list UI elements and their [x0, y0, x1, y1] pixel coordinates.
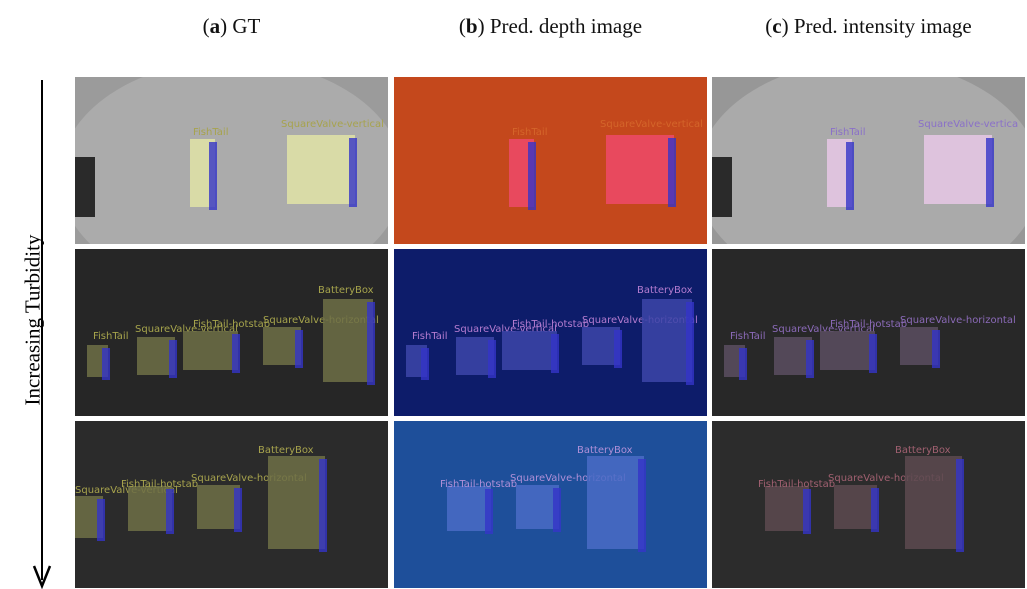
object-label: FishTail — [830, 127, 866, 138]
panel-image: FishTailSquareValve-verticalFishTail-hot… — [394, 249, 707, 416]
object-side — [209, 142, 217, 210]
object-side — [367, 302, 375, 385]
object-box — [587, 456, 644, 549]
object-side — [234, 488, 242, 532]
object-label: FishTail-hotstab — [830, 319, 907, 330]
object-side — [485, 489, 493, 534]
dark-mark — [75, 157, 95, 217]
object-side — [295, 330, 303, 368]
object-label: BatteryBox — [577, 445, 633, 456]
object-side — [232, 334, 240, 373]
object-side — [871, 488, 879, 532]
object-side — [169, 340, 177, 378]
object-box — [287, 135, 355, 204]
object-side — [102, 348, 110, 380]
object-side — [986, 138, 994, 207]
object-side — [846, 142, 854, 210]
figure: (a) GT (b) Pred. depth image (c) Pred. i… — [0, 0, 1027, 589]
object-box — [905, 456, 962, 549]
object-side — [806, 340, 814, 378]
object-box — [924, 135, 992, 204]
object-side — [614, 330, 622, 368]
object-side — [803, 489, 811, 534]
object-side — [319, 459, 327, 552]
object-box — [765, 486, 809, 531]
object-side — [551, 334, 559, 373]
object-label: SquareValve-vertica — [918, 119, 1018, 130]
panel-image: FishTailSquareValve-verticalFishTail-hot… — [75, 249, 388, 416]
object-side — [956, 459, 964, 552]
object-label: BatteryBox — [258, 445, 314, 456]
object-label: FishTail-hotstab — [193, 319, 270, 330]
object-box — [834, 485, 877, 529]
panel-image: FishTailSquareValve-verticalFishTail-hot… — [712, 249, 1025, 416]
object-box — [447, 486, 491, 531]
object-box — [820, 331, 875, 370]
object-label: FishTail-hotstab — [440, 479, 517, 490]
object-box — [642, 299, 692, 382]
object-label: FishTail — [512, 127, 548, 138]
object-side — [553, 488, 561, 532]
object-label: FishTail — [193, 127, 229, 138]
object-label: FishTail-hotstab — [121, 479, 198, 490]
object-label: FishTail — [730, 331, 766, 342]
object-side — [166, 489, 174, 534]
object-box — [516, 485, 559, 529]
dark-mark — [712, 157, 732, 217]
object-box — [128, 486, 172, 531]
object-side — [349, 138, 357, 207]
panel-image: FishTail SquareValve-vertical — [394, 77, 707, 244]
panel-image: SquareValve-verticalFishTail-hotstabSqua… — [75, 421, 388, 588]
object-label: SquareValve-vertical — [600, 119, 703, 130]
object-label: BatteryBox — [637, 285, 693, 296]
object-box — [268, 456, 325, 549]
object-side — [869, 334, 877, 373]
object-side — [488, 340, 496, 378]
object-label: BatteryBox — [318, 285, 374, 296]
object-label: SquareValve-vertical — [281, 119, 384, 130]
object-label: SquareValve-horizontal — [900, 315, 1016, 326]
object-side — [932, 330, 940, 368]
object-side — [421, 348, 429, 380]
object-box — [502, 331, 557, 370]
object-label: FishTail — [93, 331, 129, 342]
object-label: FishTail — [412, 331, 448, 342]
object-box — [606, 135, 674, 204]
panel-grid: FishTailSquareValve-verticalFishTailSqua… — [0, 0, 1027, 589]
panel-image: FishTail-hotstabSquareValve-horizontalBa… — [394, 421, 707, 588]
object-box — [323, 299, 373, 382]
object-label: BatteryBox — [895, 445, 951, 456]
object-side — [638, 459, 646, 552]
object-box — [197, 485, 240, 529]
object-side — [739, 348, 747, 380]
object-label: FishTail-hotstab — [758, 479, 835, 490]
object-side — [686, 302, 694, 385]
object-side — [668, 138, 676, 207]
object-side — [528, 142, 536, 210]
panel-image: FishTail-hotstabSquareValve-horizontalBa… — [712, 421, 1025, 588]
object-box — [183, 331, 238, 370]
object-label: FishTail-hotstab — [512, 319, 589, 330]
object-side — [97, 499, 105, 541]
